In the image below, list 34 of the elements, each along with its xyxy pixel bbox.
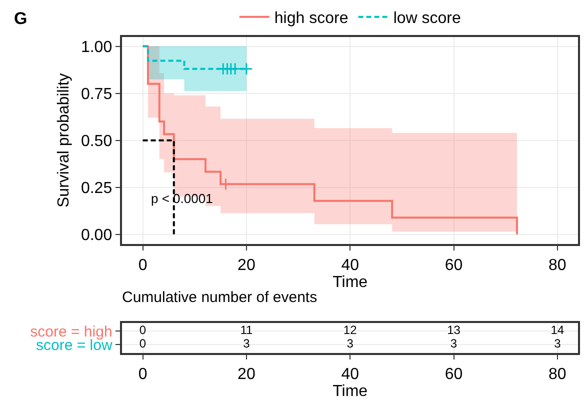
- x-axis-title: Time: [332, 382, 368, 400]
- y-tick-label: 0.50: [80, 132, 112, 150]
- data-label: 0: [139, 336, 146, 351]
- data-label: 14: [550, 323, 564, 338]
- x-tick-label: 80: [548, 366, 566, 383]
- y-tick-label: 1.00: [80, 38, 112, 56]
- y-tick-label: score = high: [30, 323, 112, 340]
- x-axis-title: Time: [332, 274, 368, 291]
- chart-title: Cumulative number of events: [122, 289, 318, 306]
- x-tick-label: 20: [238, 366, 256, 383]
- x-tick-label: 0: [138, 366, 148, 383]
- data-label: 11: [240, 323, 253, 338]
- y-axis-title: Survival probability: [55, 73, 72, 208]
- x-tick-label: 0: [138, 256, 148, 274]
- x-tick-label: 60: [444, 256, 463, 274]
- data-label: 3: [450, 336, 458, 351]
- legend-label: high score: [274, 10, 348, 28]
- x-tick-label: 20: [238, 256, 256, 274]
- y-tick-label: 0.25: [80, 180, 112, 197]
- y-tick-label: 0.00: [80, 227, 112, 244]
- x-tick-label: 60: [444, 366, 463, 383]
- annotation: p < 0.0001: [151, 191, 213, 206]
- x-tick-label: 80: [548, 256, 566, 274]
- data-label: 13: [447, 323, 461, 338]
- x-tick-label: 40: [341, 366, 360, 383]
- text: G: [14, 9, 28, 28]
- data-label: 3: [554, 336, 562, 351]
- x-tick-label: 40: [341, 256, 360, 274]
- y-tick-label: 0.75: [80, 86, 112, 103]
- data-label: 0: [139, 323, 146, 338]
- data-label: 3: [346, 336, 354, 351]
- data-label: 12: [343, 323, 358, 338]
- legend-label: low score: [393, 10, 461, 28]
- data-label: 3: [243, 336, 250, 351]
